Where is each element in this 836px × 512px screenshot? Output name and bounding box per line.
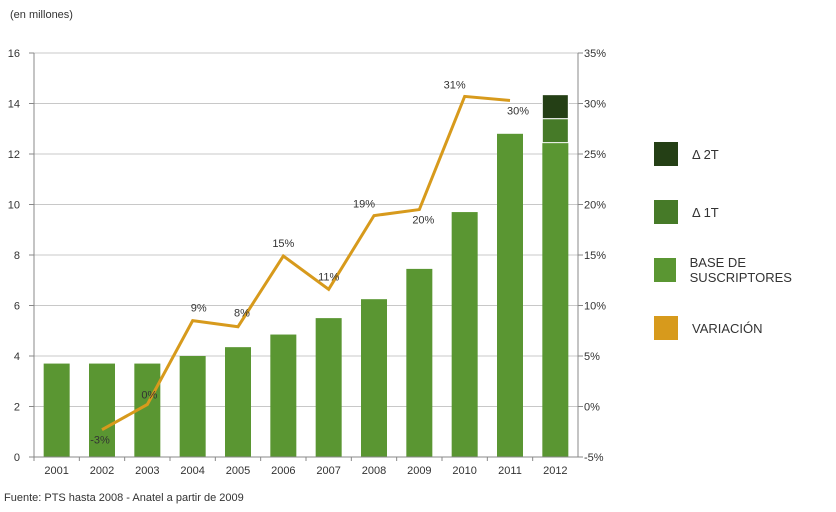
unit-label: (en millones) [10, 9, 73, 21]
data-label: 15% [272, 238, 294, 250]
variation-line [101, 94, 511, 432]
legend-label: BASE DE SUSCRIPTORES [689, 255, 792, 285]
data-label: 30% [507, 105, 529, 117]
x-tick-label: 2004 [180, 465, 204, 477]
bar [541, 118, 569, 144]
data-label: 19% [353, 199, 375, 211]
y-right-tick-label: 0% [584, 402, 600, 414]
legend: Δ 2T Δ 1T BASE DE SUSCRIPTORES VARIACIÓN [654, 142, 836, 374]
legend-item-delta-2t: Δ 2T [654, 142, 836, 166]
bar [43, 363, 70, 457]
legend-label: Δ 2T [692, 146, 719, 162]
y-right-tick-label: 5% [584, 351, 600, 363]
x-tick-label: 2010 [452, 465, 476, 477]
y-left-tick-label: 0 [14, 452, 20, 464]
bar [406, 268, 433, 457]
x-tick-label: 2008 [362, 465, 386, 477]
source-note: Fuente: PTS hasta 2008 - Anatel a partir… [4, 492, 244, 504]
y-right-tick-label: 25% [584, 149, 606, 161]
x-tick-label: 2003 [135, 465, 159, 477]
data-label: 11% [318, 271, 339, 283]
y-left-tick-label: 16 [8, 48, 20, 60]
bar [89, 363, 115, 457]
y-left-tick-label: 10 [8, 200, 20, 212]
y-right-tick-label: 35% [584, 48, 606, 60]
legend-swatch [654, 200, 678, 224]
y-right-tick-label: 10% [584, 301, 606, 313]
data-label: 0% [141, 389, 157, 401]
y-right-tick-label: -5% [584, 452, 604, 464]
x-tick-label: 2009 [407, 465, 431, 477]
x-tick-label: 2002 [90, 465, 114, 477]
y-left-tick-label: 2 [14, 402, 20, 414]
legend-item-delta-1t: Δ 1T [654, 200, 836, 224]
y-right-tick-label: 15% [584, 250, 606, 262]
bar [225, 347, 251, 457]
bar [497, 133, 523, 458]
legend-swatch [654, 258, 676, 282]
y-left-tick-label: 14 [8, 99, 20, 111]
bar [542, 142, 569, 457]
legend-swatch [654, 142, 678, 166]
legend-item-base: BASE DE SUSCRIPTORES [654, 255, 836, 285]
bar [361, 299, 387, 457]
y-left-tick-label: 8 [14, 250, 20, 262]
y-left-tick-label: 12 [8, 149, 20, 161]
data-label: 9% [191, 303, 207, 315]
x-tick-label: 2011 [498, 465, 522, 477]
x-tick-label: 2012 [543, 465, 567, 477]
legend-label: VARIACIÓN [692, 320, 763, 336]
bar [270, 334, 297, 457]
y-right-tick-label: 30% [584, 99, 606, 111]
data-label: -3% [90, 435, 110, 447]
bar [541, 94, 569, 120]
x-tick-label: 2007 [316, 465, 340, 477]
x-tick-label: 2001 [44, 465, 68, 477]
legend-swatch [654, 316, 678, 340]
x-tick-label: 2006 [271, 465, 295, 477]
y-left-tick-label: 4 [14, 351, 20, 363]
data-label: 31% [444, 79, 466, 91]
y-left-tick-label: 6 [14, 301, 20, 313]
bar [315, 318, 342, 457]
data-label: 20% [412, 215, 434, 227]
y-right-tick-label: 20% [584, 200, 606, 212]
data-label: 8% [234, 308, 250, 320]
bar [451, 212, 478, 457]
bar [179, 356, 206, 457]
legend-label: Δ 1T [692, 204, 719, 220]
x-tick-label: 2005 [226, 465, 250, 477]
legend-item-variacion: VARIACIÓN [654, 316, 836, 340]
